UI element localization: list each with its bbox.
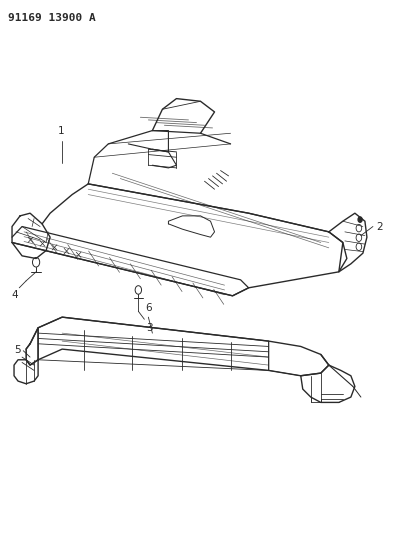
Text: 2: 2 xyxy=(376,222,383,231)
Text: 3: 3 xyxy=(146,323,153,333)
Text: 5: 5 xyxy=(14,345,21,354)
Text: 91169 13900 A: 91169 13900 A xyxy=(8,13,96,23)
Circle shape xyxy=(358,217,362,222)
Text: 4: 4 xyxy=(11,290,18,301)
Text: 1: 1 xyxy=(58,126,65,136)
Text: 6: 6 xyxy=(145,303,152,313)
